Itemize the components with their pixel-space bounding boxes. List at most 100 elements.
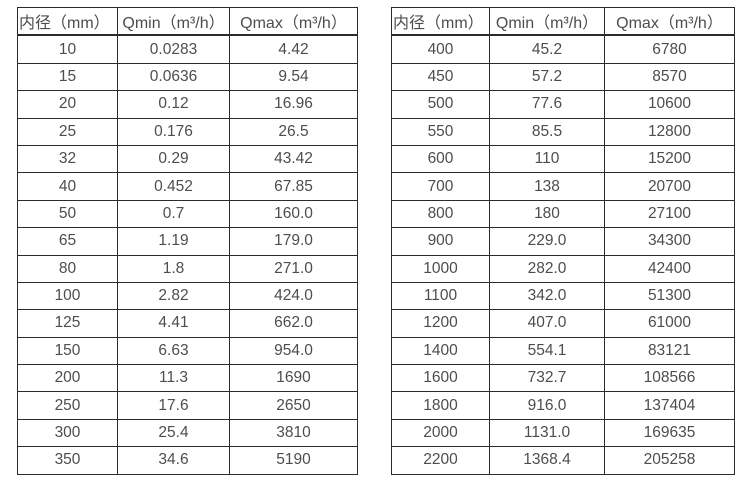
cell: 1200 — [391, 309, 490, 338]
table-row: 10 0.0283 4.42 — [17, 34, 358, 64]
cell: 400 — [391, 34, 490, 64]
cell: 550 — [391, 117, 490, 146]
cell: 300 — [17, 418, 118, 448]
table-row: 800 180 27100 — [391, 199, 735, 229]
table-row: 550 85.5 12800 — [391, 117, 735, 146]
cell: 4.42 — [229, 34, 358, 64]
cell: 10600 — [604, 90, 735, 119]
cell: 83121 — [604, 336, 735, 366]
cell: 40 — [17, 172, 118, 201]
cell: 57.2 — [489, 62, 605, 92]
table-row: 15 0.0636 9.54 — [17, 62, 358, 92]
cell: 450 — [391, 62, 490, 92]
column-header-qmax: Qmax（m³/h） — [229, 7, 358, 37]
table-row: 150 6.63 954.0 — [17, 336, 358, 366]
table-row: 1400 554.1 83121 — [391, 336, 735, 366]
cell: 65 — [17, 227, 118, 256]
cell: 77.6 — [489, 90, 605, 119]
table-row: 700 138 20700 — [391, 172, 735, 201]
cell: 1600 — [391, 364, 490, 393]
table-row: 1100 342.0 51300 — [391, 281, 735, 311]
cell: 916.0 — [489, 391, 605, 420]
cell: 407.0 — [489, 309, 605, 338]
flow-table-large-diameters: 内径（mm） Qmin（m³/h） Qmax（m³/h） 400 45.2 6780… — [391, 7, 735, 475]
cell: 2000 — [391, 418, 490, 448]
cell: 6.63 — [117, 336, 230, 366]
cell: 2650 — [229, 391, 358, 420]
table-row: 100 2.82 424.0 — [17, 281, 358, 311]
cell: 0.0283 — [117, 34, 230, 64]
cell: 1368.4 — [489, 446, 605, 475]
cell: 3810 — [229, 418, 358, 448]
cell: 0.7 — [117, 199, 230, 229]
table-row: 2000 1131.0 169635 — [391, 418, 735, 448]
cell: 1.19 — [117, 227, 230, 256]
cell: 554.1 — [489, 336, 605, 366]
table-row: 2200 1368.4 205258 — [391, 446, 735, 475]
cell: 169635 — [604, 418, 735, 448]
column-header-qmax: Qmax（m³/h） — [604, 7, 735, 37]
cell: 282.0 — [489, 254, 605, 283]
cell: 85.5 — [489, 117, 605, 146]
header-row: 内径（mm） Qmin（m³/h） Qmax（m³/h） — [17, 7, 358, 37]
cell: 1400 — [391, 336, 490, 366]
cell: 138 — [489, 172, 605, 201]
cell: 8570 — [604, 62, 735, 92]
cell: 0.0636 — [117, 62, 230, 92]
cell: 61000 — [604, 309, 735, 338]
cell: 34300 — [604, 227, 735, 256]
cell: 42400 — [604, 254, 735, 283]
cell: 0.452 — [117, 172, 230, 201]
cell: 15200 — [604, 144, 735, 174]
table-row: 200 11.3 1690 — [17, 364, 358, 393]
cell: 11.3 — [117, 364, 230, 393]
cell: 25.4 — [117, 418, 230, 448]
cell: 424.0 — [229, 281, 358, 311]
cell: 26.5 — [229, 117, 358, 146]
cell: 20700 — [604, 172, 735, 201]
cell: 80 — [17, 254, 118, 283]
cell: 17.6 — [117, 391, 230, 420]
header-row: 内径（mm） Qmin（m³/h） Qmax（m³/h） — [391, 7, 735, 37]
cell: 27100 — [604, 199, 735, 229]
cell: 205258 — [604, 446, 735, 475]
cell: 1000 — [391, 254, 490, 283]
cell: 250 — [17, 391, 118, 420]
table-row: 450 57.2 8570 — [391, 62, 735, 92]
column-header-qmin: Qmin（m³/h） — [117, 7, 230, 37]
cell: 180 — [489, 199, 605, 229]
table-row: 300 25.4 3810 — [17, 418, 358, 448]
table-row: 1200 407.0 61000 — [391, 309, 735, 338]
cell: 229.0 — [489, 227, 605, 256]
table-row: 40 0.452 67.85 — [17, 172, 358, 201]
cell: 662.0 — [229, 309, 358, 338]
cell: 34.6 — [117, 446, 230, 475]
cell: 16.96 — [229, 90, 358, 119]
table-row: 50 0.7 160.0 — [17, 199, 358, 229]
cell: 2.82 — [117, 281, 230, 311]
cell: 15 — [17, 62, 118, 92]
cell: 150 — [17, 336, 118, 366]
flow-table-small-diameters: 内径（mm） Qmin（m³/h） Qmax（m³/h） 10 0.0283 4.4… — [17, 7, 358, 475]
cell: 271.0 — [229, 254, 358, 283]
cell: 179.0 — [229, 227, 358, 256]
cell: 125 — [17, 309, 118, 338]
table-row: 1800 916.0 137404 — [391, 391, 735, 420]
cell: 1800 — [391, 391, 490, 420]
column-header-diameter: 内径（mm） — [17, 7, 118, 37]
cell: 43.42 — [229, 144, 358, 174]
cell: 25 — [17, 117, 118, 146]
cell: 954.0 — [229, 336, 358, 366]
cell: 45.2 — [489, 34, 605, 64]
cell: 100 — [17, 281, 118, 311]
cell: 4.41 — [117, 309, 230, 338]
cell: 6780 — [604, 34, 735, 64]
table-row: 25 0.176 26.5 — [17, 117, 358, 146]
cell: 108566 — [604, 364, 735, 393]
cell: 2200 — [391, 446, 490, 475]
cell: 110 — [489, 144, 605, 174]
cell: 51300 — [604, 281, 735, 311]
cell: 0.176 — [117, 117, 230, 146]
table-row: 80 1.8 271.0 — [17, 254, 358, 283]
cell: 20 — [17, 90, 118, 119]
